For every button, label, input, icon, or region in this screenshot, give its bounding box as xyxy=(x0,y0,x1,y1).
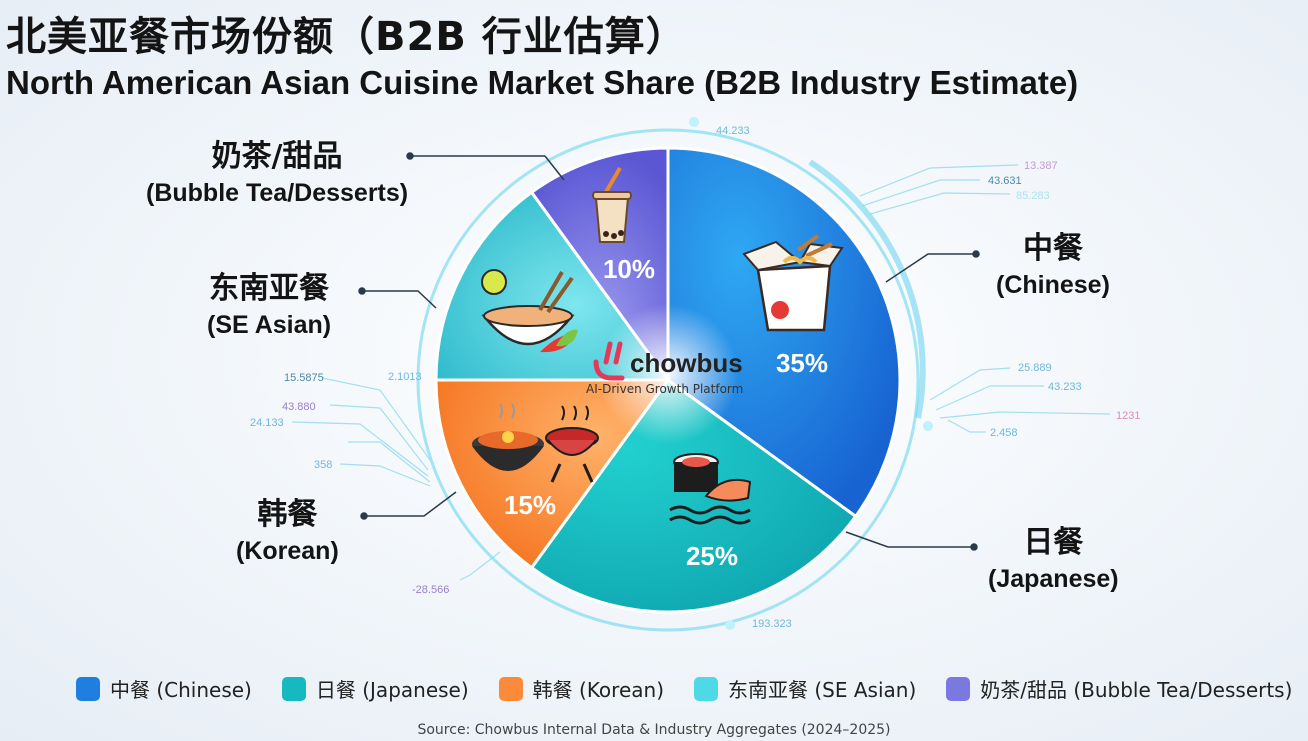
glow-arc-right xyxy=(808,159,926,419)
decor-number: 2.458 xyxy=(990,427,1018,439)
legend-label: 东南亚餐 (SE Asian) xyxy=(728,678,917,702)
brand-tagline: AI-Driven Growth Platform xyxy=(586,382,744,396)
label-korean: 韩餐 (Korean) xyxy=(236,497,339,565)
value-label-japanese: 25% xyxy=(686,541,738,571)
bubble-tea-icon xyxy=(592,166,632,243)
decor-number: 2.1013 xyxy=(388,371,422,383)
decor-number: 13.387 xyxy=(1024,160,1058,172)
decor-number: 85.283 xyxy=(1016,190,1050,202)
legend-label: 韩餐 (Korean) xyxy=(532,678,664,702)
decor-number: 44.233 xyxy=(716,125,750,137)
bbq-grill-icon xyxy=(545,405,599,483)
chowbus-logo-icon xyxy=(593,341,625,381)
decor-number: 43.233 xyxy=(1048,381,1082,393)
legend-swatch xyxy=(281,676,306,701)
glow-ring-outer xyxy=(416,128,920,632)
legend-swatch xyxy=(498,676,523,701)
legend: 中餐 (Chinese) 日餐 (Japanese) 韩餐 (Korean) 东… xyxy=(76,674,1292,703)
kimchi-pot-icon xyxy=(472,403,544,471)
legend-item-korean: 韩餐 (Korean) xyxy=(498,674,664,703)
value-label-chinese: 35% xyxy=(776,348,828,378)
legend-swatch xyxy=(694,676,718,701)
decor-number: 15.5875 xyxy=(284,372,324,384)
leader-lines xyxy=(358,152,980,551)
page-title-en: North American Asian Cuisine Market Shar… xyxy=(6,64,1079,101)
legend-swatch xyxy=(946,676,971,701)
decor-number: 43.631 xyxy=(988,175,1022,187)
slice-chinese xyxy=(666,146,902,519)
decor-number: 43.880 xyxy=(282,401,316,413)
legend-label: 中餐 (Chinese) xyxy=(110,678,252,702)
page-title-zh: 北美亚餐市场份额（B2B 行业估算） xyxy=(6,14,687,60)
pho-bowl-icon xyxy=(481,269,578,353)
glow-dot-top xyxy=(689,117,699,127)
label-bubble-tea: 奶茶/甜品 (Bubble Tea/Desserts) xyxy=(146,139,409,207)
label-japanese: 日餐 (Japanese) xyxy=(988,525,1119,593)
decor-lines xyxy=(291,164,1111,581)
legend-item-chinese: 中餐 (Chinese) xyxy=(76,674,252,703)
takeout-box-icon xyxy=(742,234,844,332)
decor-number: 358 xyxy=(314,459,332,471)
decor-number: 25.889 xyxy=(1018,362,1052,374)
value-label-korean: 15% xyxy=(504,490,556,520)
value-label-bubble-tea: 10% xyxy=(603,254,655,284)
legend-item-japanese: 日餐 (Japanese) xyxy=(281,674,469,703)
legend-swatch xyxy=(76,676,100,701)
legend-label: 日餐 (Japanese) xyxy=(315,678,469,702)
legend-label: 奶茶/甜品 (Bubble Tea/Desserts) xyxy=(980,678,1293,702)
brand-name: chowbus xyxy=(630,348,743,378)
slice-korean xyxy=(434,378,671,570)
sushi-icon xyxy=(669,453,752,525)
decor-number: -28.566 xyxy=(412,584,449,596)
legend-item-bubble-tea: 奶茶/甜品 (Bubble Tea/Desserts) xyxy=(946,674,1292,703)
glow-dot-right xyxy=(923,421,933,431)
glow-dot-bottom xyxy=(725,620,735,630)
source-note: Source: Chowbus Internal Data & Industry… xyxy=(417,722,891,738)
decor-number: 193.323 xyxy=(752,618,792,630)
slice-japanese xyxy=(529,377,858,614)
label-chinese: 中餐 (Chinese) xyxy=(996,231,1110,299)
label-se-asian: 东南亚餐 (SE Asian) xyxy=(207,271,332,339)
decor-number: 24.133 xyxy=(250,417,284,429)
center-glow xyxy=(598,304,738,444)
legend-item-se-asian: 东南亚餐 (SE Asian) xyxy=(694,674,916,703)
decor-number: 1231 xyxy=(1116,410,1140,422)
